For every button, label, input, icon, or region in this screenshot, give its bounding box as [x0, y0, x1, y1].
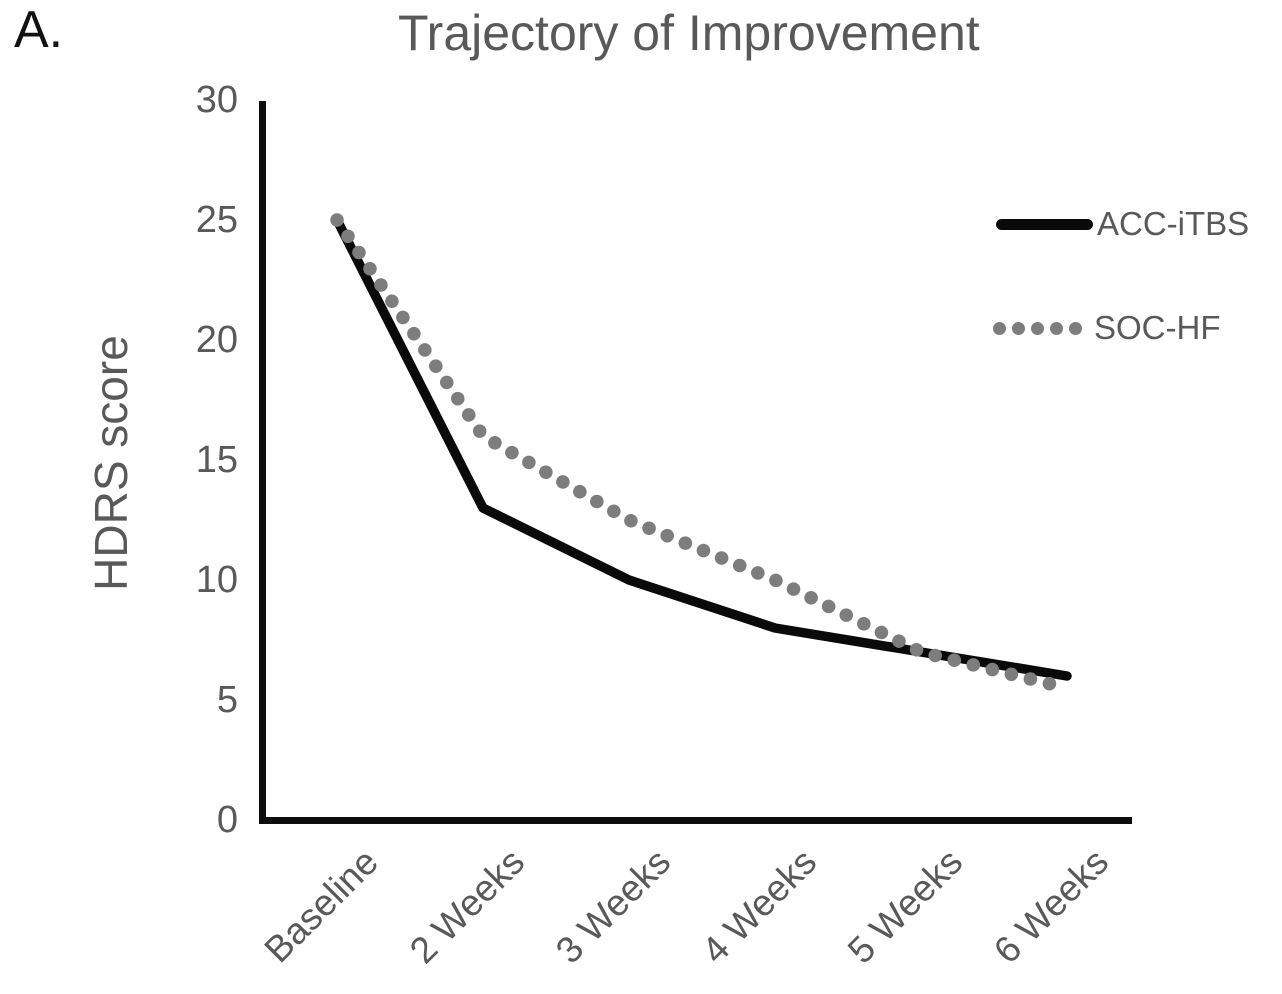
x-axis-line: [259, 817, 1132, 824]
y-tick-label-0: 0: [216, 799, 238, 841]
acc-itbs-line-swatch: [996, 218, 1097, 230]
y-tick-label-5: 5: [216, 679, 238, 721]
series-line-soc-hf: [330, 213, 1074, 695]
y-tick-label-25: 25: [195, 199, 238, 241]
y-tick-label-20: 20: [195, 319, 238, 361]
dotted-line-icon: [993, 321, 1082, 335]
panel-label: A.: [14, 1, 64, 59]
chart-title: Trajectory of Improvement: [398, 5, 980, 61]
legend-label-acc-itbs: ACC-iTBS: [1097, 205, 1250, 242]
y-tick-label-30: 30: [195, 79, 238, 121]
y-axis-line: [259, 101, 266, 824]
y-tick-label-15: 15: [195, 439, 238, 481]
solid-line-icon: [996, 218, 1093, 230]
legend-item-soc-hf: SOC-HF: [993, 308, 1221, 348]
legend-item-acc-itbs: ACC-iTBS: [996, 204, 1249, 244]
soc-hf-dots-swatch: [993, 321, 1094, 335]
legend-label-soc-hf: SOC-HF: [1094, 309, 1221, 346]
y-tick-label-10: 10: [195, 559, 238, 601]
series-line-acc-itbs: [332, 215, 1072, 681]
